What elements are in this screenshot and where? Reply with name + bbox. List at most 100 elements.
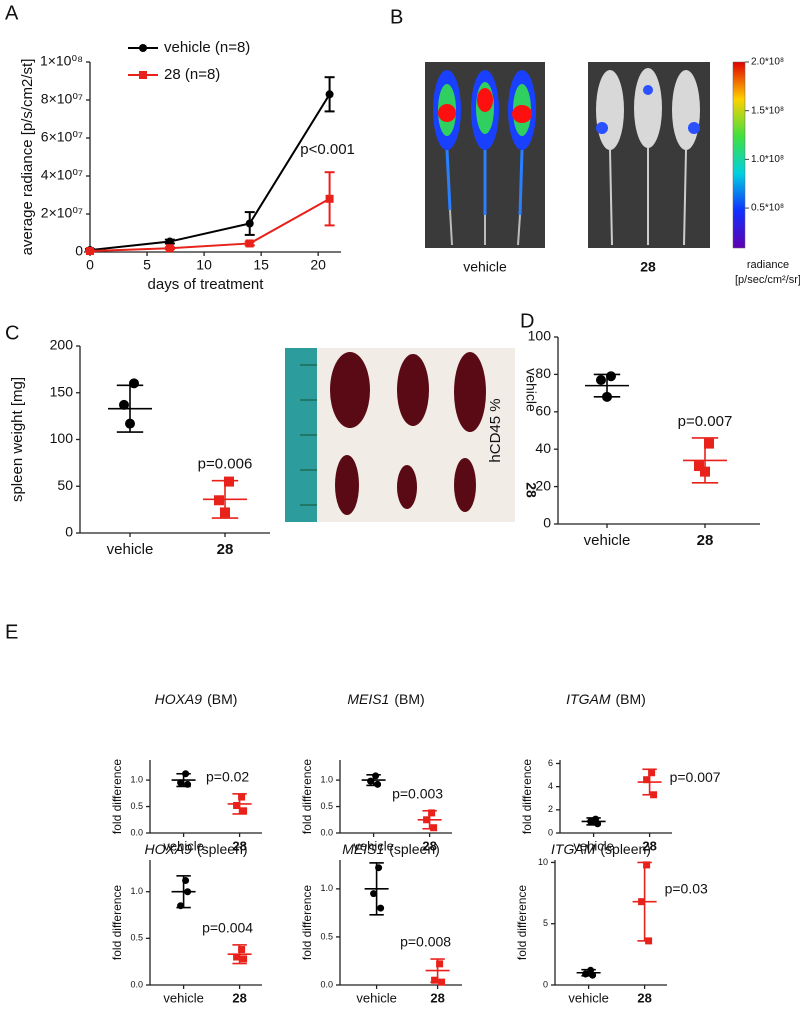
- x-tick-label: 28: [232, 838, 246, 853]
- y-tick-label: 4×10⁰⁷: [41, 167, 83, 183]
- marker: [325, 194, 334, 203]
- x-tick-label: vehicle: [584, 532, 631, 549]
- y-tick-label: 0: [548, 827, 553, 837]
- marker: [370, 890, 378, 898]
- spleen-photo: [285, 348, 515, 522]
- marker: [182, 877, 190, 885]
- y-tick-label: 0.5: [320, 801, 333, 811]
- y-tick-label: 0.0: [130, 827, 143, 837]
- marker: [139, 71, 147, 79]
- y-tick-label: 0.5: [130, 933, 143, 943]
- x-tick-label: vehicle: [107, 541, 154, 558]
- annotation: p=0.02: [206, 769, 249, 785]
- marker: [423, 816, 431, 824]
- colorbar-title: radiance: [747, 259, 789, 271]
- y-tick-label: 4: [548, 781, 553, 791]
- x-tick-label: 15: [253, 257, 269, 273]
- y-axis-label: fold difference: [110, 759, 124, 834]
- title-tissue: (spleen): [197, 841, 248, 857]
- marker: [224, 476, 234, 487]
- y-tick-label: 6×10⁰⁷: [41, 129, 83, 145]
- annotation: p=0.03: [665, 881, 708, 897]
- chart-title: MEIS1 (spleen): [342, 841, 440, 857]
- marker: [367, 777, 375, 785]
- y-tick-label: 0.0: [320, 827, 333, 837]
- marker: [704, 438, 714, 449]
- marker: [220, 507, 230, 518]
- title-gene: HOXA9: [144, 841, 192, 857]
- y-tick-label: 1.0: [320, 774, 333, 784]
- y-tick-label: 6: [548, 758, 553, 768]
- marker: [240, 955, 248, 963]
- marker: [602, 391, 612, 402]
- panel-letter: B: [390, 6, 403, 28]
- y-tick-label: 40: [535, 440, 551, 456]
- y-tick-label: 10: [538, 857, 548, 867]
- series-line: [89, 197, 331, 253]
- y-tick-label: 1.0: [320, 883, 333, 893]
- x-tick-label: 28: [642, 838, 656, 853]
- y-tick-label: 2×10⁰⁷: [41, 205, 83, 221]
- x-tick-label: vehicle: [573, 838, 613, 853]
- marker: [184, 888, 192, 896]
- marker: [428, 809, 436, 817]
- chart-title: HOXA9 (spleen): [144, 841, 247, 857]
- x-tick-label: 28: [430, 990, 444, 1005]
- marker: [233, 801, 241, 809]
- title-gene: ITGAM: [551, 841, 596, 857]
- marker: [643, 861, 651, 869]
- marker: [438, 978, 446, 986]
- annotation: p=0.004: [202, 920, 253, 936]
- annotation: p=0.007: [670, 769, 721, 785]
- y-tick-label: 0.0: [130, 979, 143, 989]
- x-tick-label: 28: [422, 838, 436, 853]
- panel-letter: A: [5, 2, 19, 24]
- panel-letter: C: [5, 322, 19, 344]
- y-tick-label: 2: [548, 804, 553, 814]
- x-tick-label: vehicle: [163, 990, 203, 1005]
- y-tick-label: 100: [50, 430, 74, 446]
- annotation: p=0.003: [392, 785, 443, 801]
- y-tick-label: 1.0: [130, 886, 143, 896]
- colorbar-tick-label: 2.0*10⁸: [751, 57, 784, 68]
- marker: [589, 971, 597, 979]
- marker: [325, 90, 334, 99]
- marker: [596, 375, 606, 386]
- y-tick-label: 1×10⁰⁸: [40, 53, 83, 69]
- x-tick-label: 10: [196, 257, 212, 273]
- x-tick-label: 28: [697, 532, 714, 549]
- annotation: p=0.008: [400, 934, 451, 950]
- y-tick-label: 5: [543, 918, 548, 928]
- marker: [436, 960, 444, 968]
- title-gene: HOXA9: [155, 691, 203, 707]
- marker: [638, 898, 646, 906]
- image-label: vehicle: [463, 259, 507, 275]
- marker: [694, 461, 704, 472]
- marker: [245, 239, 254, 248]
- y-tick-label: 0: [75, 243, 83, 259]
- marker: [125, 418, 135, 429]
- legend-label: vehicle (n=8): [164, 39, 250, 56]
- colorbar-tick-label: 0.5*10⁸: [751, 203, 784, 214]
- title-tissue: (BM): [394, 691, 424, 707]
- x-tick-label: vehicle: [356, 990, 396, 1005]
- panel-letter: D: [520, 310, 534, 332]
- y-tick-label: 100: [528, 328, 552, 344]
- image-label: 28: [640, 259, 656, 275]
- y-axis-label: average radiance [p/s/cm2/st]: [19, 59, 36, 256]
- x-tick-label: vehicle: [163, 838, 203, 853]
- series-line: [89, 93, 331, 252]
- x-tick-label: 5: [143, 257, 151, 273]
- x-tick-label: 28: [637, 990, 651, 1005]
- x-tick-label: 0: [86, 257, 94, 273]
- marker: [139, 44, 147, 52]
- y-axis-label: spleen weight [mg]: [9, 377, 26, 502]
- colorbar-tick-label: 1.0*10⁸: [751, 154, 784, 165]
- y-axis-label: fold difference: [520, 759, 534, 834]
- marker: [245, 219, 254, 228]
- y-tick-label: 50: [57, 477, 73, 493]
- marker: [645, 937, 653, 945]
- marker: [238, 946, 246, 954]
- chart-title: ITGAM (spleen): [551, 841, 651, 857]
